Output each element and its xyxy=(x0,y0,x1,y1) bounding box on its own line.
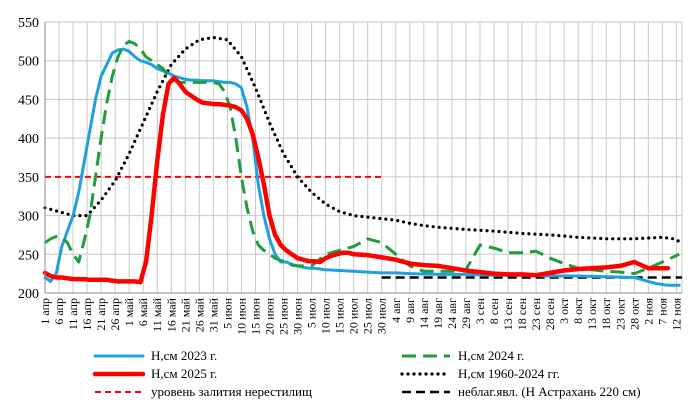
y-tick-label: 450 xyxy=(18,93,39,108)
series-line-2 xyxy=(42,75,671,285)
legend-label: H,см 1960-2024 гг. xyxy=(458,366,560,381)
x-tick-label: 20 июл xyxy=(347,298,361,334)
x-tick-label: 15 июл xyxy=(333,298,347,334)
x-axis-ticks: 1 апр 6 апр 11 апр 16 апр 21 апр 26 апр 1 май 6… xyxy=(38,297,683,335)
x-tick-label: 13 сен xyxy=(501,297,515,330)
legend-label: неблаг.явл. (Н Астрахань 220 см) xyxy=(458,384,641,399)
legend: H,см 2023 г. H,см 2024 г. H,см 2025 г. H,см… xyxy=(92,348,641,399)
x-tick-label: 8 сен xyxy=(487,297,501,324)
x-tick-label: 18 окт xyxy=(599,297,613,330)
x-tick-label: 15 июн xyxy=(248,297,262,334)
x-tick-label: 12 ноя xyxy=(669,298,683,331)
x-tick-label: 25 июн xyxy=(277,297,291,334)
x-tick-label: 11 май xyxy=(150,297,164,331)
x-tick-label: 28 сен xyxy=(543,297,557,330)
x-tick-label: 19 авг xyxy=(431,298,445,329)
x-tick-label: 6 май xyxy=(136,297,150,326)
x-tick-label: 18 сен xyxy=(515,297,529,330)
x-tick-label: 21 апр xyxy=(94,298,108,331)
x-tick-label: 3 окт xyxy=(557,297,571,324)
x-tick-label: 23 сен xyxy=(529,297,543,330)
series-line-3 xyxy=(43,35,684,245)
x-tick-label: 16 апр xyxy=(80,298,94,331)
y-tick-label: 250 xyxy=(18,248,39,263)
x-tick-label: 26 апр xyxy=(108,298,122,331)
x-tick-label: 10 июл xyxy=(319,298,333,334)
y-tick-label: 350 xyxy=(18,171,39,186)
series-line-0 xyxy=(43,47,681,287)
x-tick-label: 2 ноя xyxy=(641,298,655,325)
x-tick-label: 5 июн xyxy=(220,297,234,328)
chart-grid xyxy=(44,21,683,294)
x-tick-label: 20 июн xyxy=(262,297,276,334)
y-tick-label: 550 xyxy=(18,16,39,31)
x-tick-label: 10 июн xyxy=(234,297,248,334)
x-tick-label: 30 июн xyxy=(291,297,305,334)
y-tick-label: 500 xyxy=(18,55,39,70)
x-tick-label: 8 окт xyxy=(571,297,585,324)
x-tick-label: 16 май xyxy=(164,297,178,332)
x-tick-label: 28 окт xyxy=(627,297,641,330)
y-axis-ticks: 200 250 300 350 400 450 500 550 xyxy=(18,16,39,302)
x-tick-label: 1 май xyxy=(122,297,136,326)
legend-label: H,см 2024 г. xyxy=(458,348,524,363)
x-tick-label: 6 апр xyxy=(52,298,66,325)
x-tick-label: 30 июл xyxy=(375,298,389,334)
y-tick-label: 400 xyxy=(18,132,39,147)
y-tick-label: 200 xyxy=(18,287,39,302)
x-tick-label: 14 авг xyxy=(417,298,431,329)
x-tick-label: 31 май xyxy=(206,297,220,332)
y-tick-label: 300 xyxy=(18,210,39,225)
x-tick-label: 29 авг xyxy=(459,298,473,329)
legend-label: H,см 2023 г. xyxy=(151,348,217,363)
x-tick-label: 13 окт xyxy=(585,297,599,330)
x-tick-label: 24 авг xyxy=(445,298,459,329)
x-tick-label: 23 окт xyxy=(613,297,627,330)
legend-label: уровень залития нерестилищ xyxy=(151,384,312,399)
x-tick-label: 7 ноя xyxy=(655,298,669,325)
x-tick-label: 3 сен xyxy=(473,297,487,324)
legend-label: H,см 2025 г. xyxy=(151,366,217,381)
x-tick-label: 9 авг xyxy=(403,298,417,323)
series-line-1 xyxy=(44,39,680,276)
axes xyxy=(44,22,682,294)
x-tick-label: 26 май xyxy=(192,297,206,332)
x-tick-label: 11 апр xyxy=(66,298,80,330)
x-tick-label: 21 май xyxy=(178,297,192,332)
x-tick-label: 5 июл xyxy=(305,298,319,328)
x-tick-label: 1 апр xyxy=(38,298,52,325)
x-tick-label: 4 авг xyxy=(389,298,403,323)
series-lines xyxy=(42,35,684,287)
x-tick-label: 25 июл xyxy=(361,298,375,334)
